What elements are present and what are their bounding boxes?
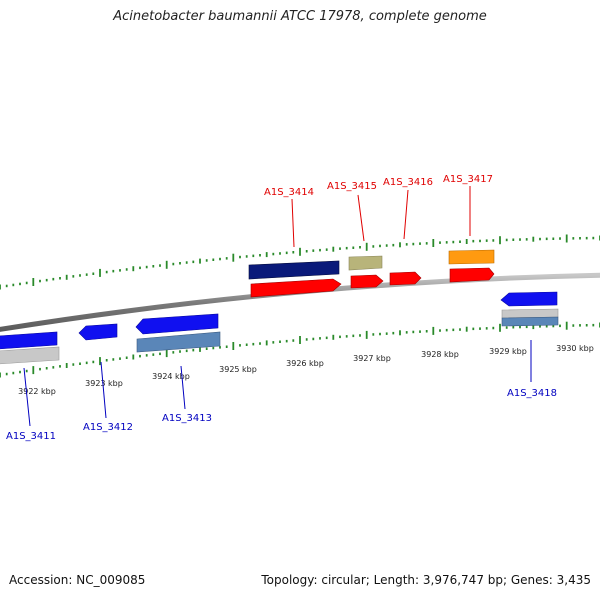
gene-cds-bar: [0, 346, 60, 365]
gene-arrow[interactable]: [250, 278, 342, 298]
gene-label: A1S_3416: [383, 177, 433, 188]
gene-A1S_3414[interactable]: A1S_3414: [248, 187, 342, 298]
gene-A1S_3415[interactable]: A1S_3415: [327, 181, 384, 289]
tick-label-3925: 3925 kbp: [219, 365, 257, 374]
gene-label: A1S_3415: [327, 181, 377, 192]
accession-text: Accession: NC_009085: [9, 573, 146, 587]
tick-label-3929: 3929 kbp: [489, 347, 527, 356]
tick-track-lower: [0, 321, 600, 378]
gene-label-line: [291, 198, 295, 248]
gene-label: A1S_3412: [83, 422, 133, 433]
gene-cds-bar: [136, 331, 221, 353]
tick-label-3928: 3928 kbp: [421, 350, 459, 359]
gene-label: A1S_3417: [443, 174, 493, 185]
gene-A1S_3412[interactable]: A1S_3412: [78, 323, 133, 433]
gene-label-line: [403, 189, 409, 240]
gene-arrow[interactable]: [350, 274, 384, 289]
tick-label-3923: 3923 kbp: [85, 379, 123, 388]
tick-label-3926: 3926 kbp: [286, 359, 324, 368]
gene-arrow[interactable]: [78, 323, 118, 341]
gene-label: A1S_3413: [162, 413, 212, 424]
gene-arrow[interactable]: [135, 313, 219, 335]
gene-label: A1S_3411: [6, 431, 56, 442]
gene-A1S_3413[interactable]: A1S_3413: [135, 313, 221, 424]
gene-label-line: [357, 194, 365, 242]
gene-label: A1S_3414: [264, 187, 314, 198]
gene-label-line: [180, 365, 186, 410]
gene-arrow[interactable]: [449, 267, 495, 283]
tick-label-3930: 3930 kbp: [556, 344, 594, 353]
tick-track-upper: [0, 234, 600, 290]
map-title: Acinetobacter baumannii ATCC 17978, comp…: [113, 9, 487, 24]
gene-arrow[interactable]: [0, 331, 58, 350]
genome-summary-text: Topology: circular; Length: 3,976,747 bp…: [261, 573, 591, 587]
tick-label-3922: 3922 kbp: [18, 387, 56, 396]
gene-A1S_3417[interactable]: A1S_3417: [443, 174, 495, 283]
gene-A1S_3418[interactable]: A1S_3418: [500, 291, 559, 399]
gene-label-line: [100, 361, 107, 419]
gene-A1S_3416[interactable]: A1S_3416: [383, 177, 433, 286]
gene-cds-bar: [448, 249, 495, 265]
gene-arrow[interactable]: [500, 291, 558, 307]
gene-label: A1S_3418: [507, 388, 557, 399]
gene-cds-bar: [501, 316, 559, 327]
tick-label-3924: 3924 kbp: [152, 372, 190, 381]
tick-label-3927: 3927 kbp: [353, 354, 391, 363]
gene-label-line: [23, 367, 31, 427]
gene-A1S_3411[interactable]: A1S_3411: [0, 331, 60, 442]
gene-cds-bar: [348, 255, 383, 271]
gene-arrow[interactable]: [389, 271, 422, 286]
gene-cds-bar: [501, 308, 559, 319]
gene-cds-bar: [248, 260, 340, 280]
tick-labels: 3922 kbp 3923 kbp 3924 kbp 3925 kbp 3926…: [18, 344, 594, 396]
